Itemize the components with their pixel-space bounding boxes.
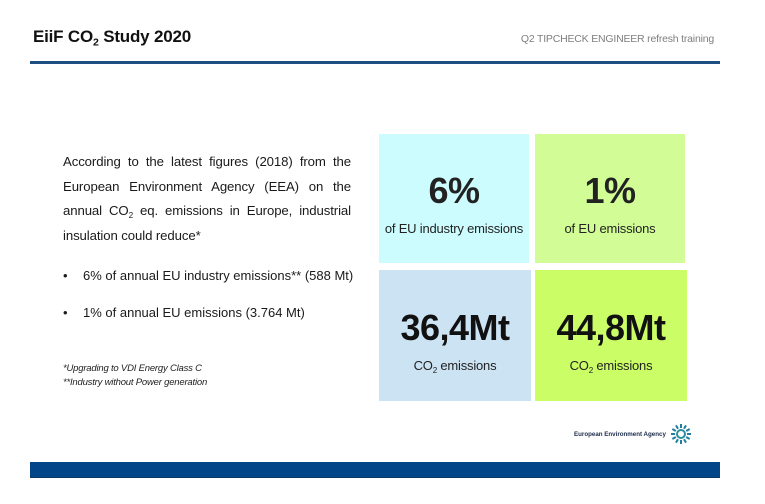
- stat-value: 1%: [584, 170, 636, 211]
- page-title: EiiF CO2 Study 2020: [33, 27, 191, 49]
- caption-subscript: 2: [588, 365, 593, 375]
- footer-bar: [30, 462, 720, 478]
- bullet-icon: •: [63, 305, 68, 320]
- stat-caption: of EU industry emissions: [384, 221, 524, 236]
- eea-logo-text: European Environment Agency: [574, 430, 666, 438]
- stat-tile-industry-share: 6% of EU industry emissions: [379, 134, 529, 263]
- header-divider: [30, 61, 720, 64]
- bullet-item: • 1% of annual EU emissions (3.764 Mt): [63, 303, 363, 340]
- footnote: *Upgrading to VDI Energy Class C: [63, 363, 202, 374]
- stat-tile-eu-share: 1% of EU emissions: [535, 134, 685, 263]
- stat-value: 6%: [428, 170, 480, 211]
- footnote: **Industry without Power generation: [63, 377, 208, 388]
- stat-tile-industry-mt: 36,4Mt CO2 emissions: [379, 270, 531, 401]
- caption-text-end: emissions: [592, 358, 653, 373]
- caption-text: CO: [569, 358, 589, 373]
- bullet-item: • 6% of annual EU industry emissions** (5…: [63, 266, 363, 303]
- caption-subscript: 2: [432, 365, 437, 375]
- eea-sun-icon: [670, 424, 691, 444]
- stat-caption: CO2 emissions: [535, 358, 687, 375]
- stat-caption: CO2 emissions: [379, 358, 531, 375]
- intro-text: According to the latest figures (2018) f…: [63, 154, 351, 218]
- footnotes: *Upgrading to VDI Energy Class C **Indus…: [63, 362, 207, 390]
- bullet-text: 6% of annual EU industry emissions** (58…: [83, 268, 354, 283]
- intro-subscript: 2: [128, 210, 134, 220]
- stat-value: 36,4Mt: [400, 307, 510, 348]
- bullet-icon: •: [63, 268, 68, 283]
- caption-text-end: emissions: [436, 358, 497, 373]
- intro-text-end: eq. emissions in Europe, industrial insu…: [63, 203, 351, 243]
- stat-value: 44,8Mt: [556, 307, 666, 348]
- bullet-list: • 6% of annual EU industry emissions** (5…: [63, 266, 363, 340]
- intro-paragraph: According to the latest figures (2018) f…: [63, 150, 351, 248]
- header-subtitle: Q2 TIPCHECK ENGINEER refresh training: [520, 33, 714, 45]
- eea-logo: European Environment Agency: [574, 423, 692, 445]
- bullet-text: 1% of annual EU emissions (3.764 Mt): [83, 305, 305, 320]
- stat-caption: of EU emissions: [564, 221, 656, 236]
- title-subscript: 2: [93, 36, 99, 49]
- caption-text: CO: [413, 358, 433, 373]
- stat-tile-eu-mt: 44,8Mt CO2 emissions: [535, 270, 687, 401]
- title-text-end: Study 2020: [98, 27, 191, 46]
- title-text: EiiF CO: [33, 27, 93, 46]
